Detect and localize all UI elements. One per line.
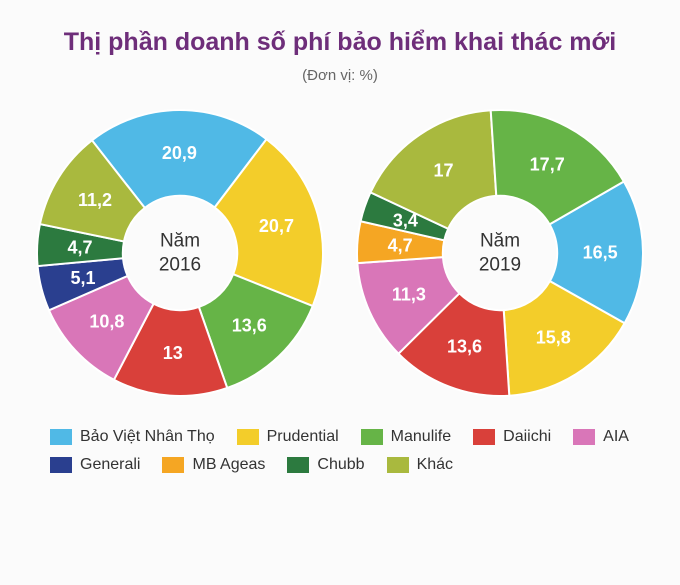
- slice-label: 13,6: [447, 337, 482, 357]
- slice-label: 10,8: [89, 311, 124, 331]
- legend-item: Generali: [50, 456, 140, 474]
- slice-label: 20,7: [259, 216, 294, 236]
- legend-label: MB Ageas: [192, 456, 265, 474]
- slice-label: 11,2: [78, 190, 112, 210]
- slice-label: 20,9: [162, 143, 197, 163]
- legend-label: Chubb: [317, 456, 364, 474]
- slice-label: 13,6: [232, 315, 267, 335]
- slice-label: 16,5: [583, 242, 618, 262]
- legend-item: AIA: [573, 428, 629, 446]
- legend-item: Bảo Việt Nhân Thọ: [50, 428, 215, 446]
- legend-item: MB Ageas: [162, 456, 265, 474]
- legend-item: Daiichi: [473, 428, 551, 446]
- legend-swatch: [50, 429, 72, 445]
- legend-swatch: [162, 457, 184, 473]
- slice-label: 11,3: [392, 284, 426, 304]
- legend-label: Khác: [417, 456, 453, 474]
- legend-label: Generali: [80, 456, 140, 474]
- legend-item: Prudential: [237, 428, 339, 446]
- legend-swatch: [387, 457, 409, 473]
- legend-label: Manulife: [391, 428, 451, 446]
- legend-label: AIA: [603, 428, 629, 446]
- chart-title: Thị phần doanh số phí bảo hiểm khai thác…: [20, 28, 660, 57]
- legend-swatch: [237, 429, 259, 445]
- slice-label: 13: [163, 343, 183, 363]
- legend-label: Bảo Việt Nhân Thọ: [80, 428, 215, 446]
- legend-swatch: [473, 429, 495, 445]
- slice-label: 17,7: [530, 155, 565, 175]
- legend-swatch: [50, 457, 72, 473]
- legend-item: Khác: [387, 456, 453, 474]
- legend-swatch: [361, 429, 383, 445]
- slice-label: 17: [434, 160, 454, 180]
- donut-center-label: Năm2016: [159, 229, 201, 277]
- slice-label: 4,7: [68, 237, 93, 257]
- slice-label: 5,1: [71, 268, 96, 288]
- donut-chart: 20,9 20,7 13,6 13 10,8 5,1 4,7 11,2 Năm2016: [35, 108, 325, 398]
- legend-swatch: [573, 429, 595, 445]
- legend-label: Prudential: [267, 428, 339, 446]
- legend: Bảo Việt Nhân Thọ Prudential Manulife Daiic…: [20, 428, 660, 474]
- slice-label: 4,7: [388, 235, 413, 255]
- chart-container: Thị phần doanh số phí bảo hiểm khai thác…: [0, 0, 680, 585]
- legend-label: Daiichi: [503, 428, 551, 446]
- chart-subtitle: (Đơn vị: %): [20, 67, 660, 84]
- donut-chart: 16,515,813,611,34,73,41717,7Năm2019: [355, 108, 645, 398]
- legend-swatch: [287, 457, 309, 473]
- legend-item: Manulife: [361, 428, 451, 446]
- charts-row: 20,9 20,7 13,6 13 10,8 5,1 4,7 11,2 Năm2016 16,5 1…: [20, 108, 660, 398]
- slice-label: 15,8: [536, 328, 571, 348]
- legend-item: Chubb: [287, 456, 364, 474]
- donut-center-label: Năm2019: [479, 229, 521, 277]
